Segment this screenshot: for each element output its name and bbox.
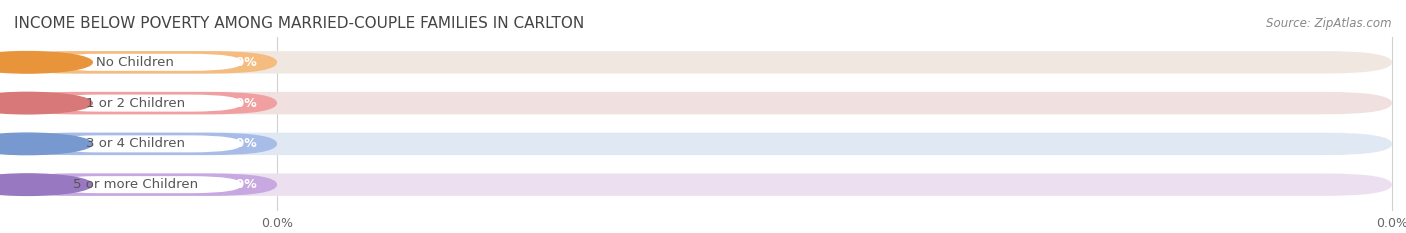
Text: No Children: No Children [96, 56, 174, 69]
Text: 1 or 2 Children: 1 or 2 Children [86, 97, 184, 110]
FancyBboxPatch shape [48, 176, 242, 193]
FancyBboxPatch shape [48, 54, 242, 71]
Text: 0.0%: 0.0% [222, 137, 257, 150]
Circle shape [0, 92, 93, 114]
FancyBboxPatch shape [7, 173, 1392, 196]
FancyBboxPatch shape [7, 133, 277, 155]
FancyBboxPatch shape [7, 173, 277, 196]
FancyBboxPatch shape [7, 51, 277, 74]
Circle shape [0, 51, 93, 73]
FancyBboxPatch shape [7, 92, 1392, 114]
Text: 5 or more Children: 5 or more Children [73, 178, 198, 191]
FancyBboxPatch shape [7, 51, 1392, 74]
Text: 0.0%: 0.0% [222, 56, 257, 69]
Circle shape [0, 133, 93, 155]
FancyBboxPatch shape [7, 133, 1392, 155]
FancyBboxPatch shape [48, 95, 242, 112]
Text: 0.0%: 0.0% [1376, 217, 1406, 230]
Circle shape [0, 174, 93, 195]
Text: 3 or 4 Children: 3 or 4 Children [86, 137, 184, 150]
Text: Source: ZipAtlas.com: Source: ZipAtlas.com [1267, 17, 1392, 30]
FancyBboxPatch shape [7, 92, 277, 114]
Text: 0.0%: 0.0% [222, 178, 257, 191]
Text: INCOME BELOW POVERTY AMONG MARRIED-COUPLE FAMILIES IN CARLTON: INCOME BELOW POVERTY AMONG MARRIED-COUPL… [14, 16, 585, 31]
Text: 0.0%: 0.0% [262, 217, 292, 230]
Text: 0.0%: 0.0% [222, 97, 257, 110]
FancyBboxPatch shape [48, 135, 242, 152]
